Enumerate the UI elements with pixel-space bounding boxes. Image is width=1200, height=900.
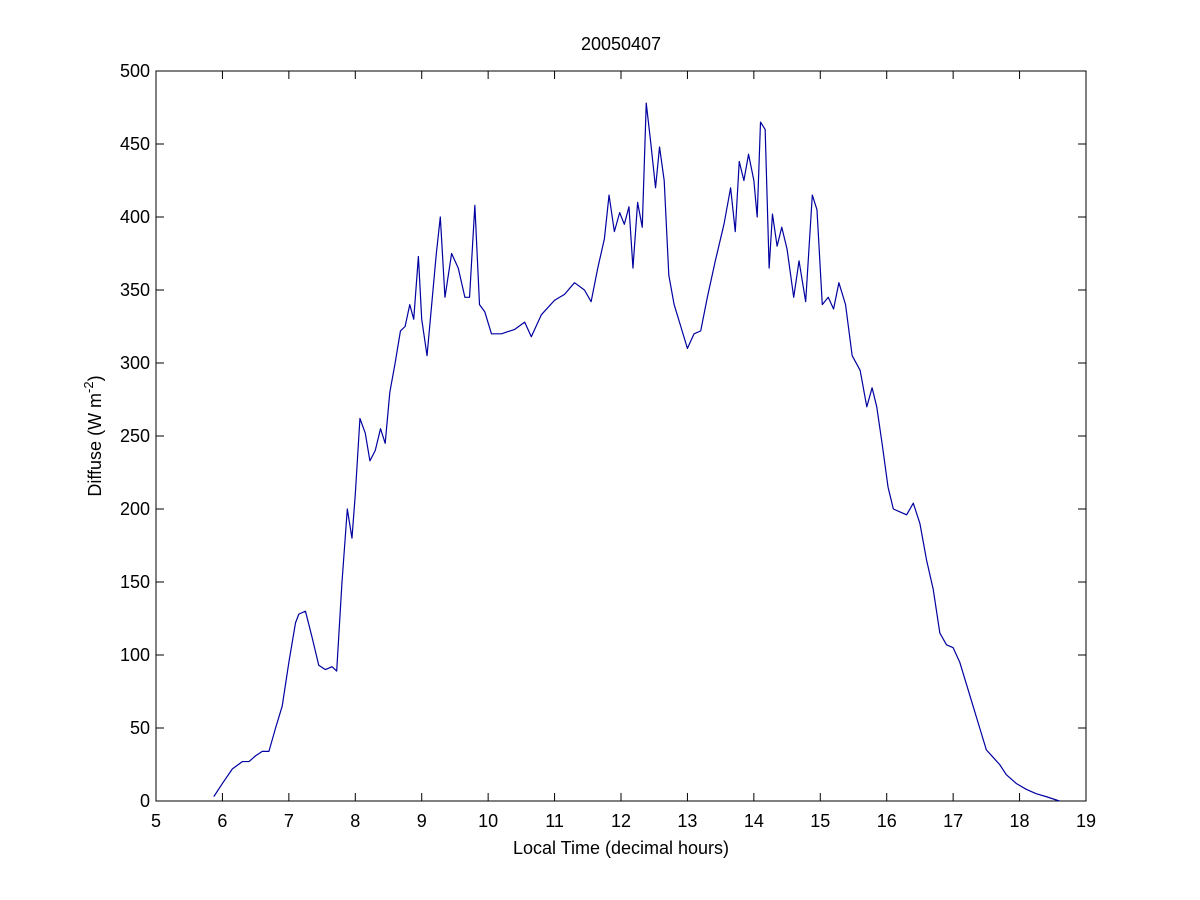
x-tick-label: 9 — [417, 811, 427, 831]
x-tick-label: 6 — [217, 811, 227, 831]
y-tick-label: 250 — [120, 426, 150, 446]
x-tick-label: 14 — [744, 811, 764, 831]
chart-title: 20050407 — [581, 34, 661, 54]
x-axis-label: Local Time (decimal hours) — [513, 838, 729, 858]
y-label-sup: -2 — [81, 381, 96, 393]
y-tick-label: 100 — [120, 645, 150, 665]
y-tick-label: 450 — [120, 134, 150, 154]
x-tick-label: 19 — [1076, 811, 1096, 831]
y-label-suffix: ) — [85, 375, 105, 381]
x-tick-label: 18 — [1010, 811, 1030, 831]
x-tick-label: 8 — [350, 811, 360, 831]
y-axis-label: Diffuse (W m-2) — [81, 375, 105, 496]
x-tick-label: 16 — [877, 811, 897, 831]
y-tick-label: 50 — [130, 718, 150, 738]
x-tick-label: 15 — [810, 811, 830, 831]
y-tick-label: 350 — [120, 280, 150, 300]
y-tick-label: 500 — [120, 61, 150, 81]
x-tick-label: 13 — [677, 811, 697, 831]
y-tick-label: 0 — [140, 791, 150, 811]
y-tick-label: 200 — [120, 499, 150, 519]
x-tick-label: 11 — [545, 811, 564, 831]
x-tick-label: 17 — [943, 811, 963, 831]
x-tick-label: 10 — [478, 811, 498, 831]
x-tick-label: 5 — [151, 811, 161, 831]
y-tick-label: 400 — [120, 207, 150, 227]
x-tick-label: 7 — [284, 811, 294, 831]
x-tick-label: 12 — [611, 811, 631, 831]
y-tick-label: 150 — [120, 572, 150, 592]
y-label-base: Diffuse (W m — [85, 393, 105, 497]
data-line — [213, 102, 1060, 802]
y-tick-label: 300 — [120, 353, 150, 373]
